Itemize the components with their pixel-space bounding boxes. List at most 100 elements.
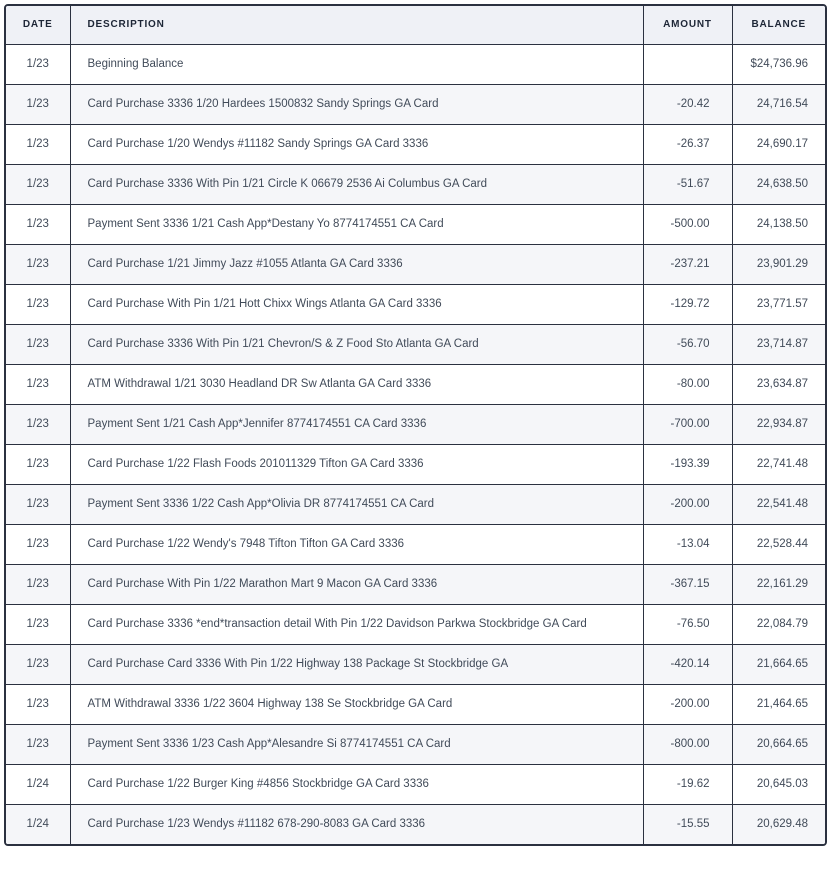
table-row: 1/23 Card Purchase 1/20 Wendys #11182 Sa… (6, 124, 825, 165)
balance-cell: 24,690.17 (732, 124, 825, 165)
date-cell: 1/23 (6, 84, 71, 125)
transactions-table: DATE DESCRIPTION AMOUNT BALANCE 1/23 Beg… (4, 4, 827, 846)
amount-cell: -500.00 (643, 204, 733, 245)
date-cell: 1/23 (6, 324, 71, 365)
balance-cell: 22,084.79 (732, 604, 825, 645)
date-cell: 1/23 (6, 604, 71, 645)
balance-cell: 22,161.29 (732, 564, 825, 605)
table-row: 1/23 Card Purchase 3336 With Pin 1/21 Ci… (6, 164, 825, 205)
amount-cell: -13.04 (643, 524, 733, 565)
description-cell: Payment Sent 3336 1/23 Cash App*Alesandr… (70, 724, 644, 765)
amount-cell: -129.72 (643, 284, 733, 325)
transactions-table-grid: DATE DESCRIPTION AMOUNT BALANCE 1/23 Beg… (6, 6, 825, 844)
table-row: 1/23 ATM Withdrawal 1/21 3030 Headland D… (6, 364, 825, 405)
date-cell: 1/24 (6, 764, 71, 805)
amount-cell (643, 44, 733, 85)
description-cell: Card Purchase 1/22 Flash Foods 201011329… (70, 444, 644, 485)
description-cell: Card Purchase 3336 With Pin 1/21 Chevron… (70, 324, 644, 365)
column-header-description: DESCRIPTION (70, 6, 644, 45)
date-cell: 1/23 (6, 44, 71, 85)
description-cell: Card Purchase Card 3336 With Pin 1/22 Hi… (70, 644, 644, 685)
table-row: 1/23 Card Purchase 3336 *end*transaction… (6, 604, 825, 645)
amount-cell: -76.50 (643, 604, 733, 645)
amount-cell: -700.00 (643, 404, 733, 445)
amount-cell: -200.00 (643, 484, 733, 525)
description-cell: Payment Sent 3336 1/22 Cash App*Olivia D… (70, 484, 644, 525)
table-row: 1/24 Card Purchase 1/22 Burger King #485… (6, 764, 825, 805)
balance-cell: 24,638.50 (732, 164, 825, 205)
amount-cell: -20.42 (643, 84, 733, 125)
table-row: 1/23 Card Purchase 1/22 Flash Foods 2010… (6, 444, 825, 485)
table-row: 1/23 Card Purchase With Pin 1/22 Maratho… (6, 564, 825, 605)
date-cell: 1/23 (6, 404, 71, 445)
column-header-date: DATE (6, 6, 71, 45)
balance-cell: 23,714.87 (732, 324, 825, 365)
table-row: 1/23 Payment Sent 1/21 Cash App*Jennifer… (6, 404, 825, 445)
balance-cell: 20,629.48 (732, 804, 825, 844)
amount-cell: -15.55 (643, 804, 733, 844)
date-cell: 1/23 (6, 124, 71, 165)
amount-cell: -19.62 (643, 764, 733, 805)
balance-cell: 24,716.54 (732, 84, 825, 125)
table-row: 1/23 Card Purchase With Pin 1/21 Hott Ch… (6, 284, 825, 325)
date-cell: 1/23 (6, 484, 71, 525)
table-row: 1/23 Payment Sent 3336 1/21 Cash App*Des… (6, 204, 825, 245)
table-row: 1/24 Card Purchase 1/23 Wendys #11182 67… (6, 804, 825, 844)
date-cell: 1/23 (6, 284, 71, 325)
date-cell: 1/23 (6, 524, 71, 565)
table-row: 1/23 Card Purchase 1/21 Jimmy Jazz #1055… (6, 244, 825, 285)
balance-cell: 24,138.50 (732, 204, 825, 245)
date-cell: 1/23 (6, 724, 71, 765)
amount-cell: -237.21 (643, 244, 733, 285)
description-cell: Card Purchase 3336 1/20 Hardees 1500832 … (70, 84, 644, 125)
date-cell: 1/23 (6, 564, 71, 605)
table-row: 1/23 ATM Withdrawal 3336 1/22 3604 Highw… (6, 684, 825, 725)
balance-cell: 21,464.65 (732, 684, 825, 725)
description-cell: Card Purchase With Pin 1/22 Marathon Mar… (70, 564, 644, 605)
table-row: 1/23 Beginning Balance $24,736.96 (6, 44, 825, 85)
date-cell: 1/23 (6, 164, 71, 205)
balance-cell: 20,645.03 (732, 764, 825, 805)
balance-cell: 23,634.87 (732, 364, 825, 405)
amount-cell: -800.00 (643, 724, 733, 765)
amount-cell: -26.37 (643, 124, 733, 165)
balance-cell: 22,741.48 (732, 444, 825, 485)
amount-cell: -200.00 (643, 684, 733, 725)
description-cell: ATM Withdrawal 3336 1/22 3604 Highway 13… (70, 684, 644, 725)
description-cell: Card Purchase 1/22 Burger King #4856 Sto… (70, 764, 644, 805)
amount-cell: -193.39 (643, 444, 733, 485)
column-header-balance: BALANCE (732, 6, 825, 45)
description-cell: Card Purchase 1/23 Wendys #11182 678-290… (70, 804, 644, 844)
date-cell: 1/23 (6, 364, 71, 405)
amount-cell: -51.67 (643, 164, 733, 205)
balance-cell: 21,664.65 (732, 644, 825, 685)
amount-cell: -80.00 (643, 364, 733, 405)
date-cell: 1/23 (6, 684, 71, 725)
amount-cell: -420.14 (643, 644, 733, 685)
table-row: 1/23 Card Purchase 3336 1/20 Hardees 150… (6, 84, 825, 125)
balance-cell: 22,934.87 (732, 404, 825, 445)
transactions-body: 1/23 Beginning Balance $24,736.96 1/23 C… (6, 44, 825, 844)
amount-cell: -367.15 (643, 564, 733, 605)
date-cell: 1/23 (6, 244, 71, 285)
balance-cell: 20,664.65 (732, 724, 825, 765)
description-cell: Card Purchase 3336 *end*transaction deta… (70, 604, 644, 645)
date-cell: 1/23 (6, 204, 71, 245)
table-row: 1/23 Card Purchase 1/22 Wendy's 7948 Tif… (6, 524, 825, 565)
balance-cell: 23,771.57 (732, 284, 825, 325)
table-row: 1/23 Card Purchase Card 3336 With Pin 1/… (6, 644, 825, 685)
balance-cell: 22,528.44 (732, 524, 825, 565)
description-cell: Card Purchase 3336 With Pin 1/21 Circle … (70, 164, 644, 205)
balance-cell: 22,541.48 (732, 484, 825, 525)
date-cell: 1/24 (6, 804, 71, 844)
description-cell: Card Purchase With Pin 1/21 Hott Chixx W… (70, 284, 644, 325)
description-cell: Card Purchase 1/20 Wendys #11182 Sandy S… (70, 124, 644, 165)
description-cell: Payment Sent 1/21 Cash App*Jennifer 8774… (70, 404, 644, 445)
date-cell: 1/23 (6, 444, 71, 485)
header-row: DATE DESCRIPTION AMOUNT BALANCE (6, 6, 825, 45)
date-cell: 1/23 (6, 644, 71, 685)
description-cell: Payment Sent 3336 1/21 Cash App*Destany … (70, 204, 644, 245)
amount-cell: -56.70 (643, 324, 733, 365)
description-cell: Beginning Balance (70, 44, 644, 85)
description-cell: Card Purchase 1/21 Jimmy Jazz #1055 Atla… (70, 244, 644, 285)
